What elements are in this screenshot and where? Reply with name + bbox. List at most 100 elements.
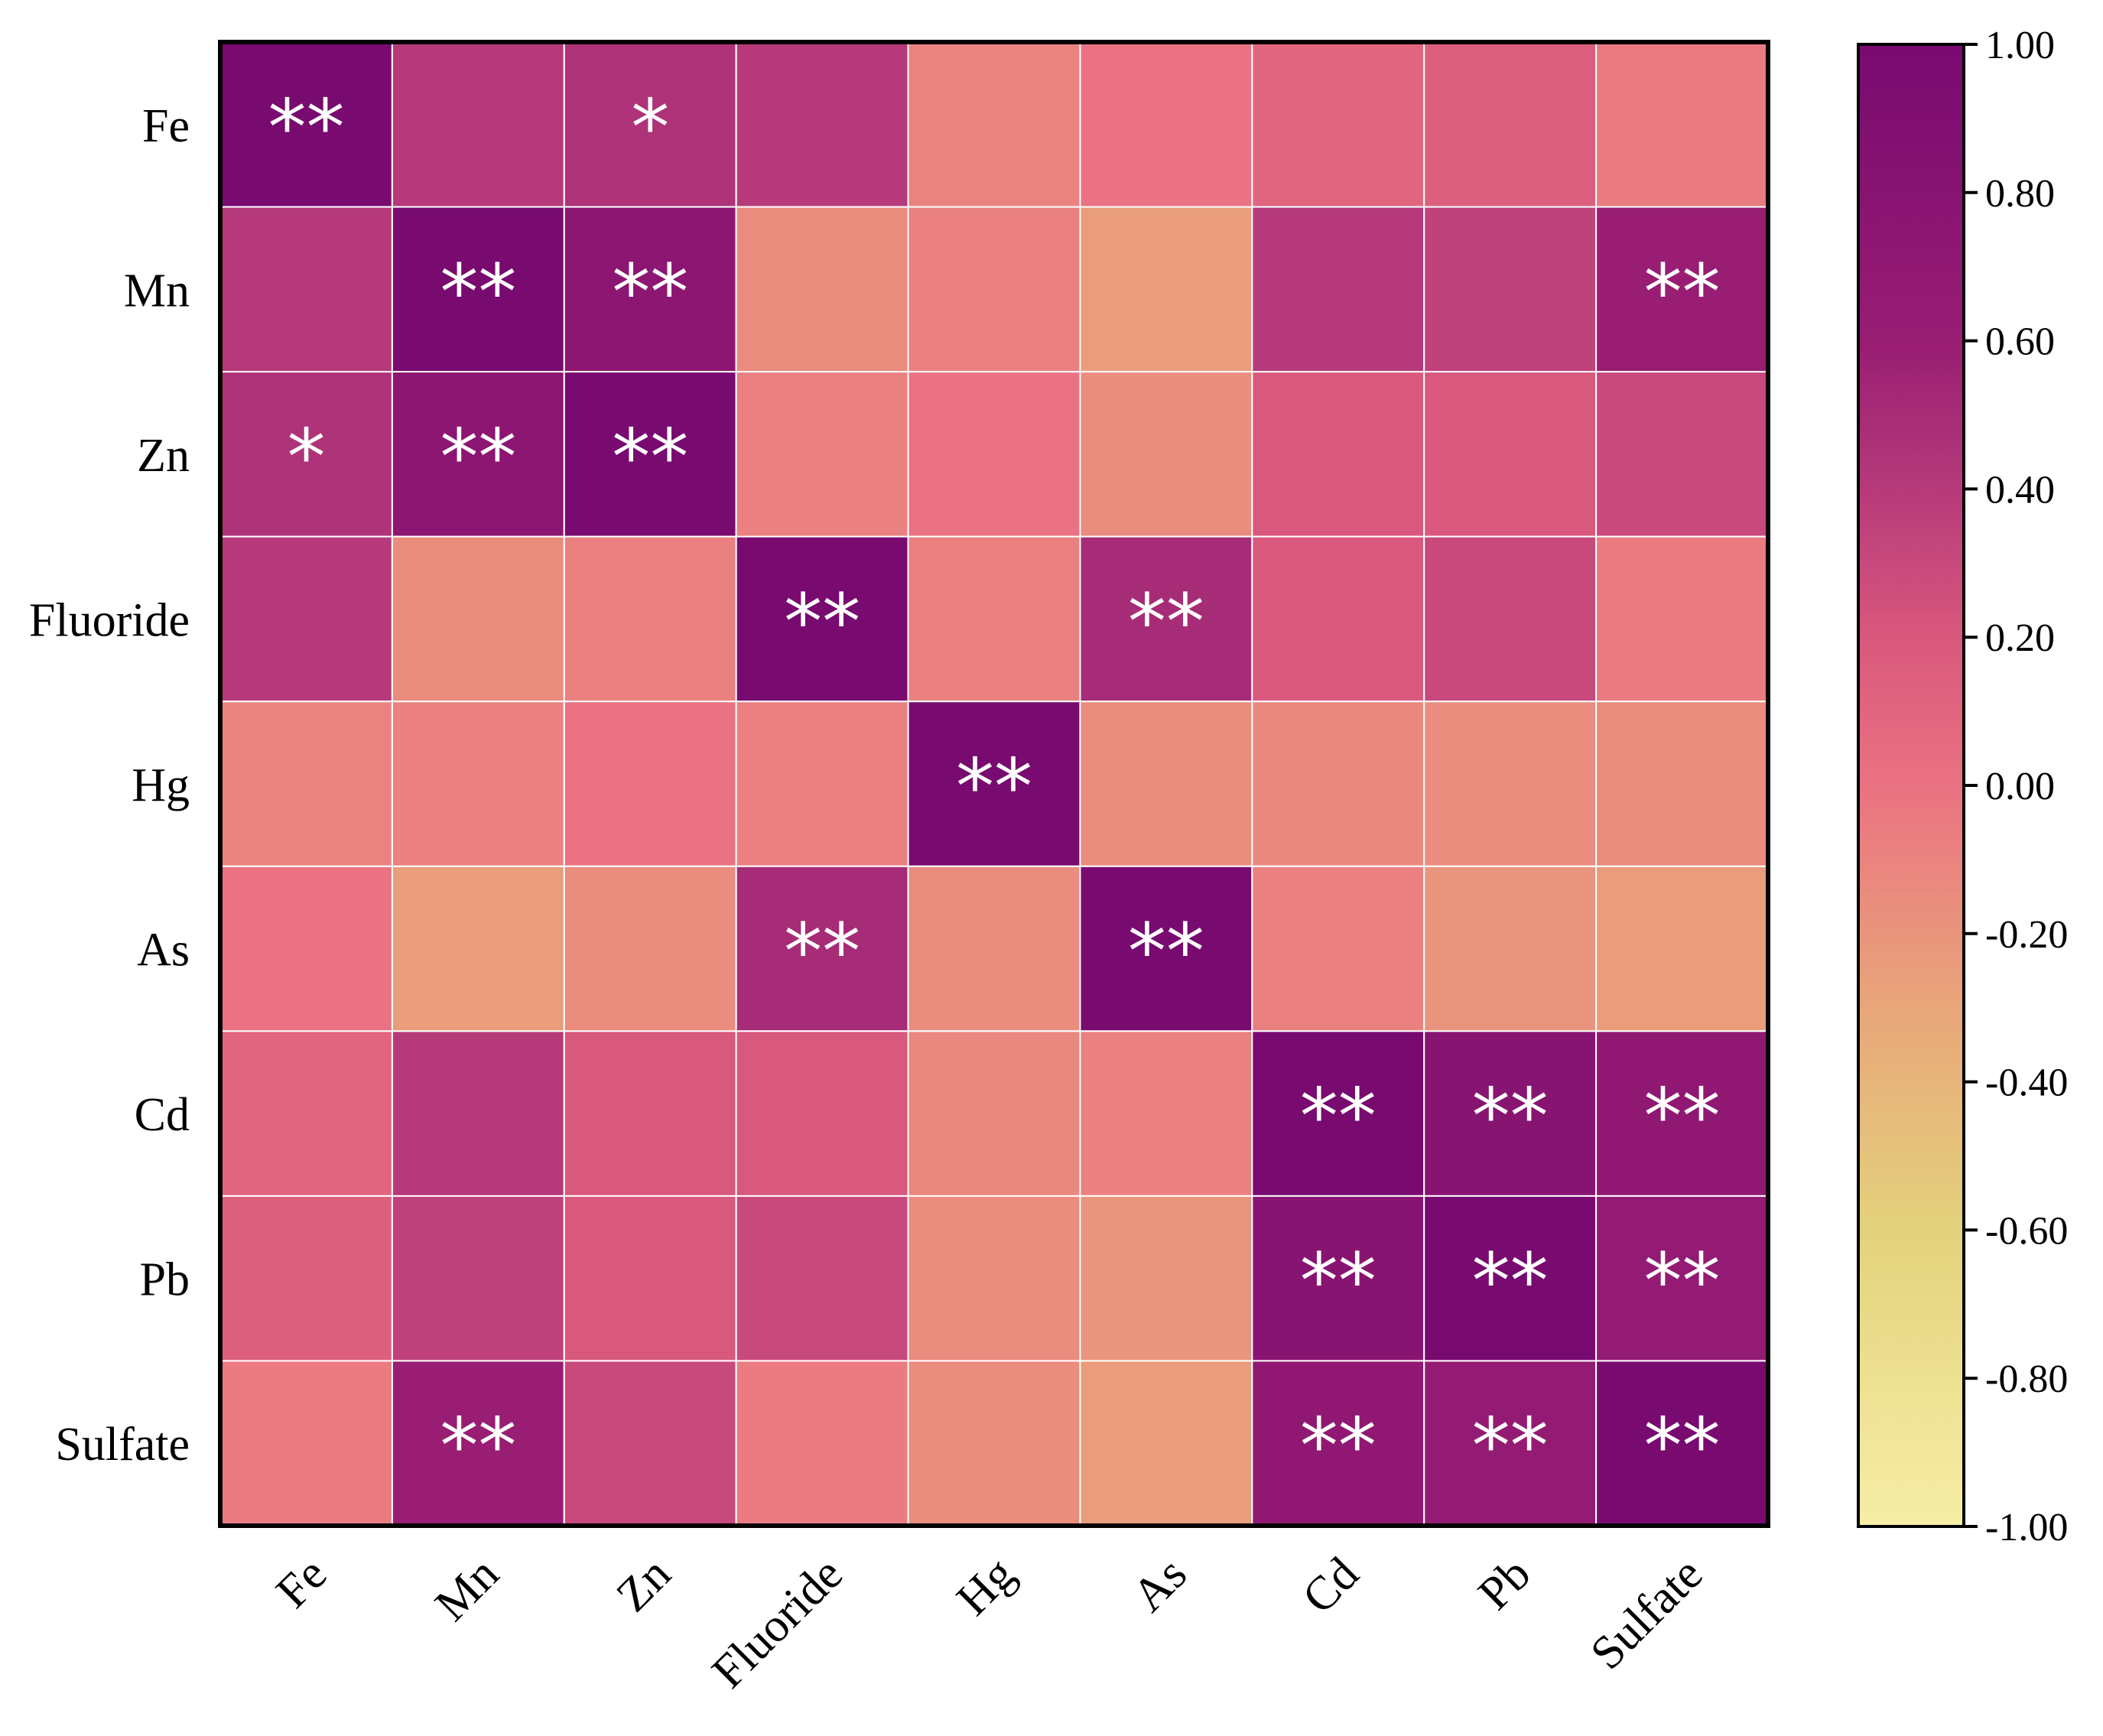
significance-mark: ** [1644, 1401, 1721, 1491]
row-labels: Fe Mn Zn Fluoride Hg As Cd Pb Sulfate [29, 100, 190, 1471]
significance-mark: ** [440, 1401, 516, 1491]
heatmap-cell-cd-hg [907, 1030, 1081, 1197]
heatmap-cell-hg-pb [1423, 701, 1598, 867]
heatmap-cell-zn-fluoride [735, 371, 909, 538]
heatmap-cell-fe-hg [907, 41, 1081, 208]
heatmap-cell-mn-fe [219, 206, 393, 373]
heatmap-cell-pb-fluoride [735, 1195, 909, 1362]
column-labels: Fe Mn Zn Fluoride Hg As Cd Pb Sulfate [266, 1548, 1712, 1699]
heatmap-cell-zn-fe [219, 371, 393, 538]
heatmap-cell-zn-hg [907, 371, 1081, 538]
heatmap-cell-fe-fe [219, 41, 393, 208]
heatmap-cell-as-zn [563, 865, 737, 1032]
heatmap-cell-hg-sulfate [1595, 701, 1769, 867]
heatmap-cell-as-cd [1251, 865, 1425, 1032]
heatmap-cell-cd-pb [1423, 1030, 1598, 1197]
column-label-fe: Fe [266, 1548, 336, 1618]
heatmap-cell-pb-cd [1251, 1195, 1425, 1362]
column-label-cd: Cd [1292, 1548, 1368, 1624]
heatmap-cell-fluoride-mn [391, 535, 565, 703]
colorbar-tick-label: 0.20 [1985, 616, 2055, 660]
heatmap-cell-as-pb [1423, 865, 1598, 1032]
colorbar-tick-label: 0.40 [1985, 468, 2055, 512]
heatmap-cell-mn-pb [1423, 206, 1598, 373]
row-label-sulfate: Sulfate [55, 1419, 190, 1471]
column-label-pb: Pb [1468, 1548, 1540, 1620]
significance-mark: ** [784, 907, 860, 996]
heatmap-cell-hg-cd [1251, 701, 1425, 867]
significance-mark: * [631, 83, 669, 172]
column-label-hg: Hg [947, 1548, 1025, 1626]
heatmap-cell-cd-fe [219, 1030, 393, 1197]
significance-mark: ** [440, 412, 516, 502]
heatmap-cell-as-fluoride [735, 865, 909, 1032]
heatmap-cell-mn-fluoride [735, 206, 909, 373]
heatmap-cell-fluoride-zn [563, 535, 737, 703]
column-label-zn: Zn [606, 1548, 681, 1622]
significance-mark: ** [268, 83, 344, 172]
significance-mark: ** [1644, 1237, 1721, 1326]
row-label-fluoride: Fluoride [29, 594, 190, 646]
plot-frame [218, 40, 1770, 1528]
heatmap-cell-fluoride-fluoride [735, 535, 909, 703]
heatmap-cell-mn-cd [1251, 206, 1425, 373]
heatmap-cell-zn-cd [1251, 371, 1425, 538]
heatmap-cell-fe-fluoride [735, 41, 909, 208]
heatmap-cell-hg-zn [563, 701, 737, 867]
heatmap-cell-pb-as [1079, 1195, 1253, 1362]
significance-marks: ** *** ** *** ** **** ****** **** ** **** ** **** **… [268, 83, 1720, 1491]
heatmap-cell-fe-mn [391, 41, 565, 208]
significance-mark: ** [1472, 1401, 1549, 1491]
heatmap-cell-hg-fe [219, 701, 393, 867]
heatmap-cell-sulfate-fe [219, 1360, 393, 1527]
heatmap-cell-pb-zn [563, 1195, 737, 1362]
column-label-fluoride: Fluoride [702, 1548, 853, 1699]
heatmap-cells [219, 41, 1769, 1527]
significance-mark: ** [1300, 1401, 1377, 1491]
heatmap-cell-fluoride-cd [1251, 535, 1425, 703]
heatmap-cell-zn-pb [1423, 371, 1598, 538]
significance-mark: ** [1472, 1071, 1549, 1161]
colorbar-tick-label: 0.00 [1985, 765, 2055, 808]
heatmap-cell-pb-pb [1423, 1195, 1598, 1362]
significance-mark: ** [612, 412, 688, 502]
heatmap-cell-zn-zn [563, 371, 737, 538]
column-label-mn: Mn [425, 1548, 509, 1631]
heatmap-cell-fe-pb [1423, 41, 1598, 208]
heatmap-cell-mn-as [1079, 206, 1253, 373]
heatmap-cell-cd-cd [1251, 1030, 1425, 1197]
colorbar-tick-label: -0.80 [1985, 1357, 2068, 1401]
significance-mark: ** [1128, 577, 1204, 666]
heatmap-cell-cd-zn [563, 1030, 737, 1197]
heatmap-cell-sulfate-as [1079, 1360, 1253, 1527]
heatmap-cell-pb-sulfate [1595, 1195, 1769, 1362]
significance-mark: ** [1128, 907, 1204, 996]
heatmap-cell-fluoride-pb [1423, 535, 1598, 703]
heatmap-cell-mn-hg [907, 206, 1081, 373]
row-label-pb: Pb [140, 1254, 190, 1306]
heatmap-cell-fe-cd [1251, 41, 1425, 208]
heatmap-cell-cd-mn [391, 1030, 565, 1197]
heatmap-cell-sulfate-sulfate [1595, 1360, 1769, 1527]
significance-mark: ** [1472, 1237, 1549, 1326]
heatmap-cell-mn-zn [563, 206, 737, 373]
heatmap-cell-sulfate-cd [1251, 1360, 1425, 1527]
significance-mark: ** [1300, 1237, 1377, 1326]
heatmap-cell-as-fe [219, 865, 393, 1032]
colorbar-tick-label: -0.40 [1985, 1061, 2068, 1105]
colorbar-ticks: 1.00 0.80 0.60 0.40 0.20 0.00 -0.20 -0.40 -0.60 -… [1964, 24, 2068, 1549]
heatmap-cell-as-sulfate [1595, 865, 1769, 1032]
significance-mark: ** [1300, 1071, 1377, 1161]
row-label-zn: Zn [137, 430, 190, 482]
colorbar: 1.00 0.80 0.60 0.40 0.20 0.00 -0.20 -0.40 -0.60 -… [1857, 24, 2068, 1549]
heatmap-cell-zn-sulfate [1595, 371, 1769, 538]
colorbar-tick-label: 0.80 [1985, 172, 2055, 216]
significance-mark: ** [440, 247, 516, 336]
colorbar-gradient [1857, 43, 1965, 1528]
significance-mark: ** [1644, 247, 1721, 336]
row-label-as: As [137, 925, 190, 977]
heatmap-cell-as-hg [907, 865, 1081, 1032]
column-label-sulfate: Sulfate [1581, 1548, 1712, 1679]
significance-mark: ** [1644, 1071, 1721, 1161]
